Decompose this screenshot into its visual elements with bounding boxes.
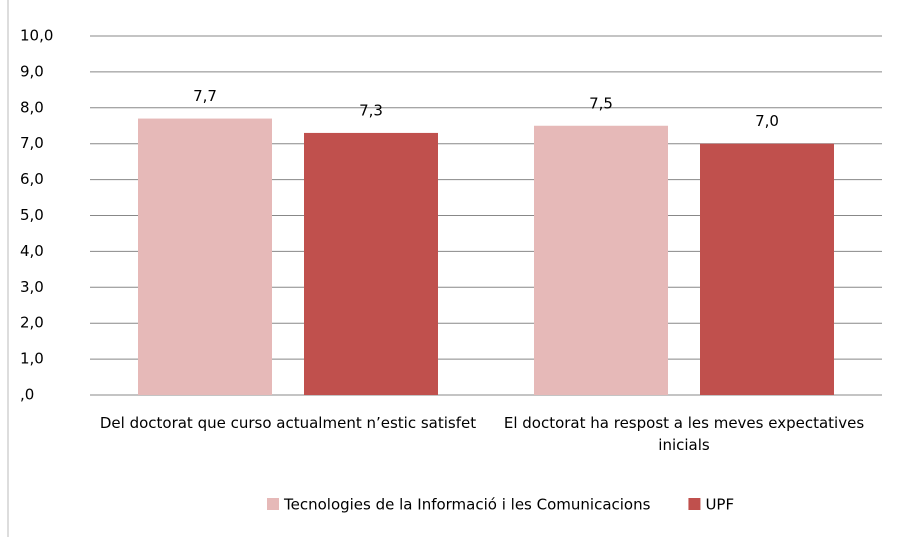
- data-label: 7,5: [589, 94, 613, 112]
- bar: [700, 143, 834, 395]
- bar: [304, 132, 438, 395]
- y-tick-label: 3,0: [20, 278, 44, 296]
- bar: [534, 125, 668, 395]
- y-tick-label: 7,0: [20, 134, 44, 152]
- legend-label: Tecnologies de la Informació i les Comun…: [283, 496, 651, 514]
- y-tick-label: 2,0: [20, 314, 44, 332]
- bar: [138, 118, 272, 395]
- data-label: 7,7: [193, 87, 217, 105]
- y-tick-label: 8,0: [20, 98, 44, 116]
- data-label: 7,0: [755, 112, 779, 130]
- y-tick-label: 1,0: [20, 350, 44, 368]
- legend-label: UPF: [705, 496, 734, 514]
- data-label: 7,3: [359, 101, 383, 119]
- y-tick-label: 9,0: [20, 62, 44, 80]
- legend-swatch: [267, 498, 279, 510]
- y-tick-label: 4,0: [20, 242, 44, 260]
- y-tick-label: ,0: [20, 386, 34, 404]
- x-tick-label: El doctorat ha respost a les meves expec…: [503, 414, 865, 454]
- x-tick-label: Del doctorat que curso actualment n’esti…: [99, 414, 477, 432]
- y-tick-label: 10,0: [20, 27, 53, 45]
- legend-swatch: [688, 498, 701, 510]
- y-tick-label: 6,0: [20, 170, 44, 188]
- y-tick-label: 5,0: [20, 206, 44, 224]
